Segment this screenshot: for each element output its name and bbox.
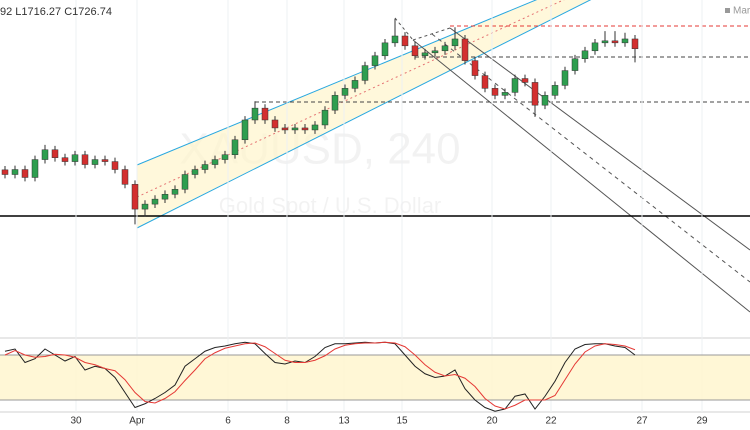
candle-body xyxy=(411,45,419,57)
x-tick-label: 6 xyxy=(225,416,231,427)
candle-body xyxy=(261,107,269,121)
x-tick-label: 8 xyxy=(284,416,290,427)
pitchfork-handle xyxy=(412,27,451,41)
x-tick-label: 13 xyxy=(338,416,350,427)
candle-body xyxy=(581,50,589,59)
candle-body xyxy=(291,127,299,131)
candle-body xyxy=(301,127,309,131)
marker-label[interactable]: Mark xyxy=(733,6,750,17)
marker-icon xyxy=(725,8,730,13)
stochastic-line xyxy=(4,341,636,412)
candle-body xyxy=(191,169,199,175)
channel-median xyxy=(136,0,565,198)
candle-body xyxy=(371,55,379,66)
candle-body xyxy=(101,159,109,162)
candle-body xyxy=(241,119,249,141)
candle-body xyxy=(631,38,639,50)
candle-body xyxy=(221,154,229,160)
candle-body xyxy=(151,198,159,205)
candle-body xyxy=(51,149,59,158)
candle-body xyxy=(591,42,599,52)
candle-body xyxy=(381,42,389,57)
candle-body xyxy=(461,38,469,61)
candle-body xyxy=(311,124,319,131)
candle-body xyxy=(511,78,519,93)
candle-body xyxy=(161,194,169,200)
candle-body xyxy=(541,95,549,106)
x-tick-label: 20 xyxy=(486,416,498,427)
pitchfork-handle xyxy=(394,17,414,41)
candle-body xyxy=(551,85,559,96)
candle-body xyxy=(491,88,499,96)
candle-body xyxy=(321,109,329,126)
candle-body xyxy=(341,88,349,96)
candle-body xyxy=(211,159,219,165)
candle-body xyxy=(451,38,459,47)
stochastic-line xyxy=(4,341,636,410)
candle-body xyxy=(141,203,149,210)
candle-body xyxy=(81,154,89,165)
candle-body xyxy=(471,60,479,76)
pitchfork-line xyxy=(449,27,750,251)
candle-body xyxy=(121,169,129,185)
candle-body xyxy=(11,169,19,175)
x-tick-label: 30 xyxy=(70,416,82,427)
candle-body xyxy=(1,169,9,175)
candle-body xyxy=(401,35,409,47)
candle-body xyxy=(281,127,289,131)
candle-body xyxy=(251,107,259,121)
candle-body xyxy=(111,161,119,170)
candle-body xyxy=(91,159,99,165)
candle-body xyxy=(21,169,29,178)
candle-body xyxy=(431,50,439,54)
candle-body xyxy=(561,70,569,86)
candle-body xyxy=(131,184,139,210)
ohlc-header: 92 L1716.27 C1726.74 xyxy=(0,6,112,18)
watermark-description: Gold Spot / U.S. Dollar xyxy=(219,193,442,218)
x-tick-label: Apr xyxy=(129,416,145,427)
candle-body xyxy=(201,164,209,170)
candle-body xyxy=(331,95,339,111)
candle-body xyxy=(611,40,619,44)
candle-body xyxy=(571,58,579,71)
candle-body xyxy=(31,159,39,178)
channel-upper xyxy=(136,0,538,166)
pitchfork-line xyxy=(412,39,750,313)
candle-body xyxy=(71,154,79,162)
candle-body xyxy=(531,82,539,106)
candle-body xyxy=(61,157,69,162)
candle-body xyxy=(441,45,449,52)
candle-body xyxy=(41,149,49,160)
candle-body xyxy=(481,75,489,89)
x-tick-label: 22 xyxy=(545,416,557,427)
candle-body xyxy=(501,92,509,96)
candle-body xyxy=(521,78,529,83)
candle-body xyxy=(171,189,179,195)
x-tick-label: 27 xyxy=(636,416,648,427)
x-tick-label: 29 xyxy=(696,416,708,427)
x-tick-label: 15 xyxy=(396,416,408,427)
candle-body xyxy=(361,65,369,81)
level-band xyxy=(0,355,750,400)
candle-body xyxy=(421,52,429,57)
candle-body xyxy=(621,38,629,44)
candle-body xyxy=(351,80,359,89)
candle-body xyxy=(271,119,279,129)
channel-lower xyxy=(136,0,592,229)
candle-body xyxy=(231,139,239,155)
candle-body xyxy=(181,174,189,190)
candle-body xyxy=(601,40,609,44)
candle-body xyxy=(391,35,399,44)
